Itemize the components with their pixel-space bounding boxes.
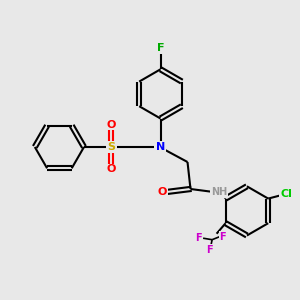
Text: NH: NH [211,187,227,197]
Text: F: F [206,245,212,255]
Text: O: O [106,119,116,130]
Text: O: O [157,187,167,197]
Text: Cl: Cl [280,189,292,199]
Text: F: F [195,233,202,243]
Text: O: O [106,164,116,175]
Text: F: F [157,43,164,53]
Text: N: N [156,142,165,152]
Text: F: F [219,232,226,242]
Text: S: S [107,142,115,152]
